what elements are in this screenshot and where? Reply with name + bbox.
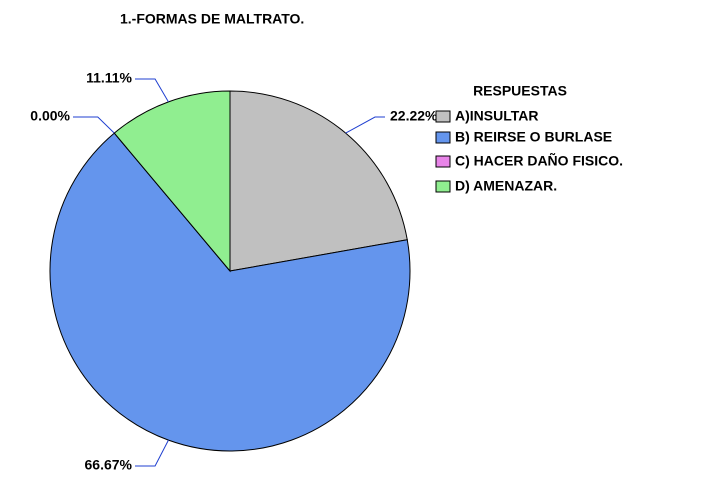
legend-swatch [435,155,451,168]
data-label: 22.22% [390,108,438,124]
leader-line [73,116,115,134]
legend-label: C) HACER DAÑO FISICO. [455,152,623,169]
legend-label: D) AMENAZAR. [455,178,557,194]
data-label: 66.67% [85,457,133,473]
legend-title: RESPUESTAS [473,83,567,99]
leader-line [135,78,169,103]
legend-swatch [435,131,451,144]
legend-swatch [435,180,451,193]
chart-title: 1.-FORMAS DE MALTRATO. [120,11,304,27]
legend-label: A)INSULTAR [455,108,538,124]
legend-label: B) REIRSE O BURLASE [455,129,612,145]
data-label: 11.11% [86,70,132,86]
data-label: 0.00% [30,108,70,124]
pie-slice [113,90,231,273]
leader-line [345,116,385,134]
leader-line [135,439,169,467]
legend-swatch [435,110,451,123]
pie-slice [229,90,408,272]
